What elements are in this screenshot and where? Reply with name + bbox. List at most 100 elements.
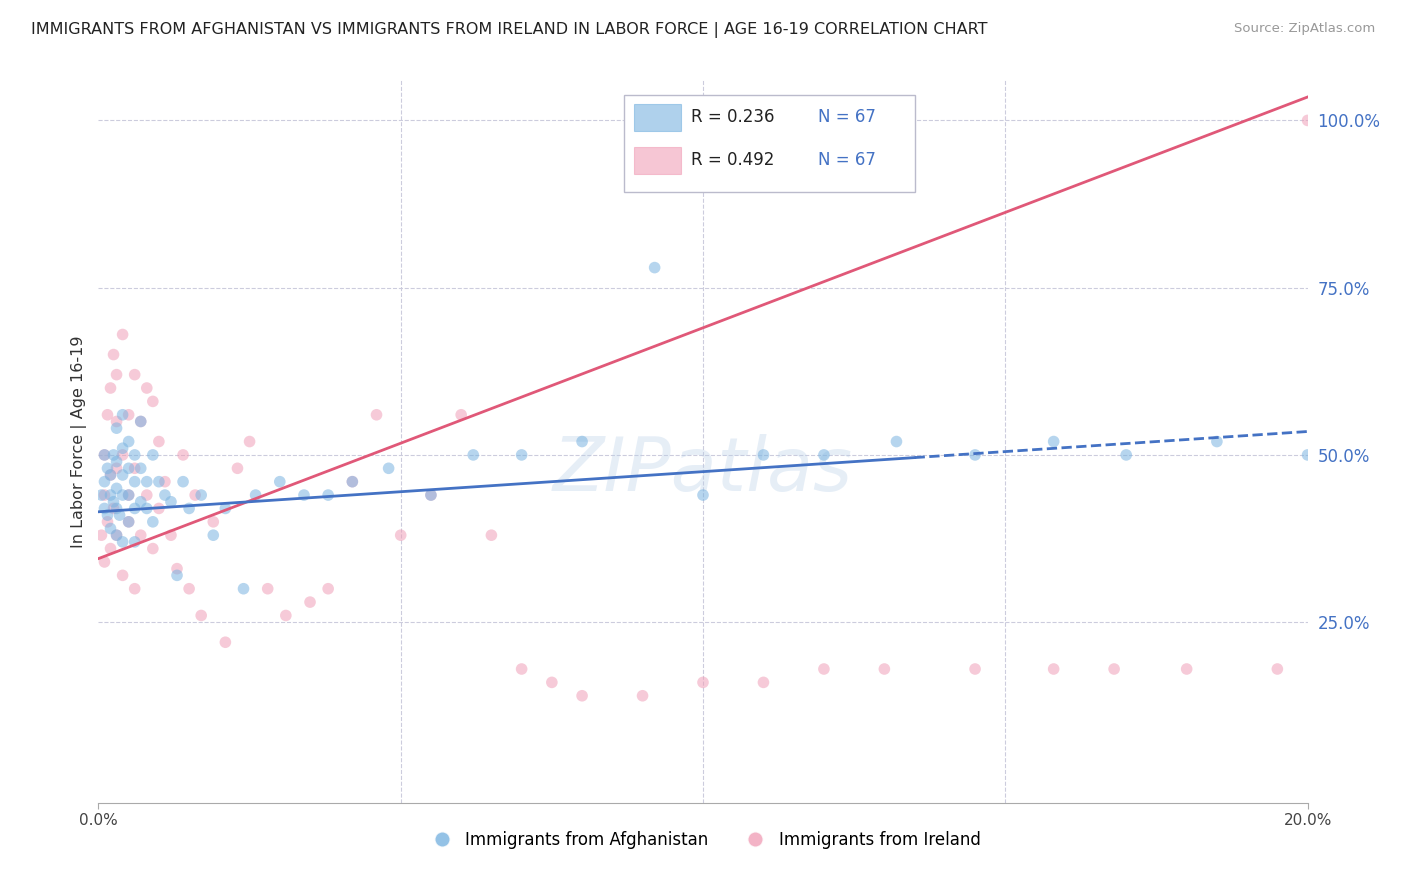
Point <box>342 475 364 489</box>
Point <box>420 488 443 502</box>
Point <box>256 582 278 596</box>
Point <box>129 461 152 475</box>
Point <box>299 595 322 609</box>
Point <box>179 582 201 596</box>
Text: R = 0.236: R = 0.236 <box>690 108 775 126</box>
Point <box>873 662 896 676</box>
Point <box>1296 448 1319 462</box>
Point <box>1115 448 1137 462</box>
Point <box>118 488 141 502</box>
Point <box>124 368 146 382</box>
Point <box>118 461 141 475</box>
Point <box>342 475 364 489</box>
Point <box>103 448 125 462</box>
Point <box>124 535 146 549</box>
Point <box>813 448 835 462</box>
Point <box>510 448 533 462</box>
Point <box>269 475 291 489</box>
Point <box>111 568 134 582</box>
Point <box>166 568 188 582</box>
Point <box>100 467 122 482</box>
Point <box>129 494 152 508</box>
Point <box>965 448 987 462</box>
Point <box>190 488 212 502</box>
Point <box>129 414 152 428</box>
Point <box>274 608 297 623</box>
Point <box>124 448 146 462</box>
Legend: Immigrants from Afghanistan, Immigrants from Ireland: Immigrants from Afghanistan, Immigrants … <box>419 824 987 856</box>
Point <box>214 501 236 516</box>
Point <box>214 635 236 649</box>
Point <box>813 662 835 676</box>
Point <box>1206 434 1229 449</box>
Point <box>510 662 533 676</box>
Point <box>135 488 157 502</box>
Point <box>481 528 503 542</box>
Point <box>142 394 165 409</box>
Point <box>692 488 714 502</box>
Point <box>148 475 170 489</box>
Point <box>160 528 183 542</box>
Point <box>965 662 987 676</box>
Text: N = 67: N = 67 <box>818 108 876 126</box>
Point <box>111 467 134 482</box>
Point <box>105 455 128 469</box>
Point <box>100 467 122 482</box>
Point <box>1175 662 1198 676</box>
Text: Source: ZipAtlas.com: Source: ZipAtlas.com <box>1234 22 1375 36</box>
Point <box>292 488 315 502</box>
Text: N = 67: N = 67 <box>818 152 876 169</box>
Point <box>142 448 165 462</box>
Point <box>93 475 115 489</box>
FancyBboxPatch shape <box>634 104 682 131</box>
Point <box>105 421 128 435</box>
Point <box>105 461 128 475</box>
FancyBboxPatch shape <box>624 95 915 193</box>
Point <box>631 689 654 703</box>
Point <box>100 381 122 395</box>
Point <box>450 408 472 422</box>
Point <box>752 675 775 690</box>
Point <box>135 475 157 489</box>
Point <box>245 488 267 502</box>
Point <box>111 327 134 342</box>
Point <box>111 442 134 455</box>
Point <box>129 528 152 542</box>
Point <box>124 461 146 475</box>
Point <box>118 408 141 422</box>
Point <box>105 414 128 428</box>
Point <box>1267 662 1289 676</box>
Point <box>96 461 118 475</box>
Point <box>124 501 146 516</box>
Point <box>103 501 125 516</box>
Point <box>226 461 249 475</box>
Point <box>93 488 115 502</box>
Point <box>239 434 262 449</box>
Point <box>172 448 194 462</box>
Point <box>190 608 212 623</box>
Point <box>93 448 115 462</box>
Point <box>105 528 128 542</box>
Text: R = 0.492: R = 0.492 <box>690 152 775 169</box>
Point <box>93 555 115 569</box>
Point <box>90 488 112 502</box>
Point <box>886 434 908 449</box>
Point <box>118 515 141 529</box>
Point <box>124 582 146 596</box>
Point <box>148 501 170 516</box>
Point <box>111 535 134 549</box>
Point <box>172 475 194 489</box>
Point <box>103 348 125 362</box>
Point <box>111 408 134 422</box>
Point <box>96 508 118 523</box>
Y-axis label: In Labor Force | Age 16-19: In Labor Force | Age 16-19 <box>72 335 87 548</box>
Point <box>105 528 128 542</box>
Point <box>96 408 118 422</box>
Point <box>153 475 176 489</box>
Point <box>111 488 134 502</box>
Point <box>752 448 775 462</box>
Point <box>100 488 122 502</box>
Point <box>571 689 593 703</box>
Point <box>366 408 388 422</box>
Point <box>571 434 593 449</box>
